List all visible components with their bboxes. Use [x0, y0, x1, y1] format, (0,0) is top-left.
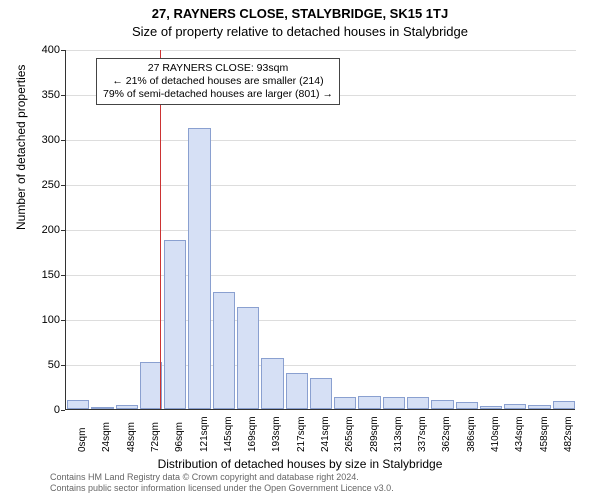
- histogram-bar: [91, 407, 113, 409]
- footer: Contains HM Land Registry data © Crown c…: [50, 472, 394, 495]
- x-tick-label: 169sqm: [247, 416, 258, 452]
- histogram-bar: [213, 292, 235, 409]
- histogram-bar: [188, 128, 210, 409]
- x-tick-label: 24sqm: [101, 422, 112, 452]
- y-tick-label: 200: [38, 224, 60, 236]
- histogram-bar: [164, 240, 186, 409]
- x-tick-label: 241sqm: [320, 416, 331, 452]
- x-tick-label: 410sqm: [490, 416, 501, 452]
- gridline: [66, 50, 576, 51]
- title-main: 27, RAYNERS CLOSE, STALYBRIDGE, SK15 1TJ: [0, 6, 600, 21]
- x-tick-label: 337sqm: [417, 416, 428, 452]
- x-tick-label: 458sqm: [539, 416, 550, 452]
- x-tick-label: 217sqm: [296, 416, 307, 452]
- x-tick-label: 386sqm: [466, 416, 477, 452]
- x-tick-label: 0sqm: [77, 428, 88, 452]
- plot-area: 27 RAYNERS CLOSE: 93sqm ← 21% of detache…: [65, 50, 575, 410]
- gridline: [66, 320, 576, 321]
- annotation-box: 27 RAYNERS CLOSE: 93sqm ← 21% of detache…: [96, 58, 340, 105]
- y-tick-label: 400: [38, 44, 60, 56]
- gridline: [66, 185, 576, 186]
- y-tick-label: 350: [38, 89, 60, 101]
- y-tick-label: 300: [38, 134, 60, 146]
- histogram-bar: [407, 397, 429, 409]
- y-tick-mark: [61, 275, 65, 276]
- histogram-bar: [504, 404, 526, 409]
- histogram-bar: [67, 400, 89, 409]
- y-tick-label: 250: [38, 179, 60, 191]
- y-tick-mark: [61, 95, 65, 96]
- x-tick-label: 265sqm: [344, 416, 355, 452]
- y-tick-label: 50: [38, 359, 60, 371]
- x-tick-label: 193sqm: [271, 416, 282, 452]
- annotation-line-2: ← 21% of detached houses are smaller (21…: [103, 75, 333, 88]
- y-axis-label: Number of detached properties: [14, 65, 28, 230]
- y-tick-label: 0: [38, 404, 60, 416]
- histogram-bar: [116, 405, 138, 409]
- histogram-bar: [528, 405, 550, 409]
- gridline: [66, 275, 576, 276]
- x-tick-label: 96sqm: [174, 422, 185, 452]
- annotation-line-3: 79% of semi-detached houses are larger (…: [103, 88, 333, 101]
- histogram-bar: [261, 358, 283, 409]
- x-tick-label: 121sqm: [199, 416, 210, 452]
- footer-line-1: Contains HM Land Registry data © Crown c…: [50, 472, 394, 483]
- histogram-bar: [310, 378, 332, 409]
- y-tick-mark: [61, 50, 65, 51]
- x-tick-label: 145sqm: [223, 416, 234, 452]
- x-tick-label: 48sqm: [126, 422, 137, 452]
- y-tick-mark: [61, 365, 65, 366]
- histogram-bar: [456, 402, 478, 409]
- histogram-bar: [334, 397, 356, 409]
- gridline: [66, 140, 576, 141]
- histogram-bar: [237, 307, 259, 409]
- y-tick-label: 150: [38, 269, 60, 281]
- chart-container: 27, RAYNERS CLOSE, STALYBRIDGE, SK15 1TJ…: [0, 0, 600, 500]
- x-tick-label: 313sqm: [393, 416, 404, 452]
- x-tick-label: 289sqm: [369, 416, 380, 452]
- gridline: [66, 230, 576, 231]
- histogram-bar: [480, 406, 502, 409]
- histogram-bar: [383, 397, 405, 409]
- x-tick-label: 482sqm: [563, 416, 574, 452]
- title-sub: Size of property relative to detached ho…: [0, 24, 600, 39]
- y-tick-label: 100: [38, 314, 60, 326]
- histogram-bar: [431, 400, 453, 409]
- y-tick-mark: [61, 410, 65, 411]
- histogram-bar: [553, 401, 575, 409]
- x-tick-label: 362sqm: [441, 416, 452, 452]
- x-tick-label: 72sqm: [150, 422, 161, 452]
- y-tick-mark: [61, 140, 65, 141]
- footer-line-2: Contains public sector information licen…: [50, 483, 394, 494]
- histogram-bar: [358, 396, 380, 409]
- x-tick-label: 434sqm: [514, 416, 525, 452]
- histogram-bar: [286, 373, 308, 409]
- histogram-bar: [140, 362, 162, 409]
- y-tick-mark: [61, 320, 65, 321]
- y-tick-mark: [61, 230, 65, 231]
- y-tick-mark: [61, 185, 65, 186]
- annotation-line-1: 27 RAYNERS CLOSE: 93sqm: [103, 62, 333, 75]
- x-axis-label: Distribution of detached houses by size …: [0, 457, 600, 471]
